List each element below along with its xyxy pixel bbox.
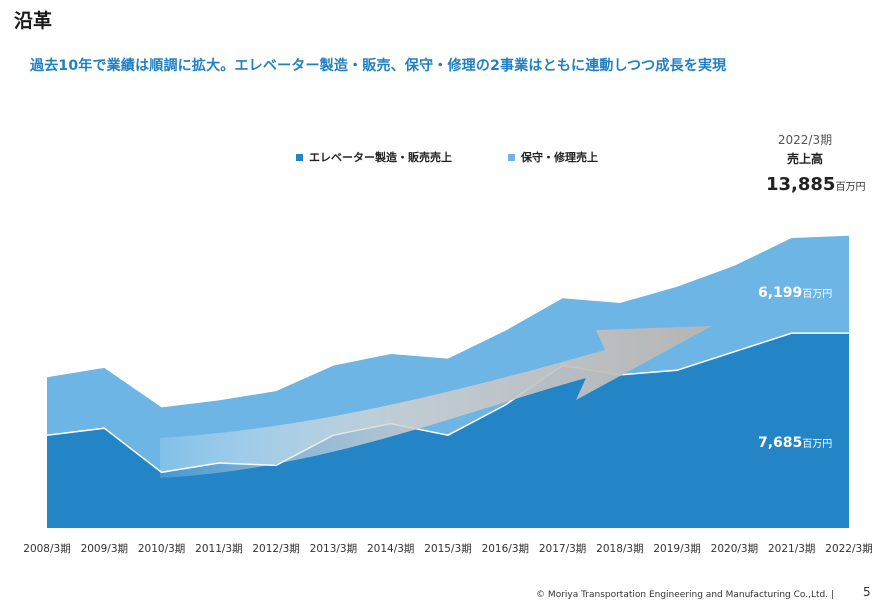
x-tick-label: 2016/3期 xyxy=(482,543,529,555)
page-title: 沿革 xyxy=(14,10,53,32)
manufacturing-sales-value: 7,685百万円 xyxy=(758,432,832,451)
legend-label-manufacturing: エレベーター製造・販売売上 xyxy=(309,151,452,164)
x-tick-label: 2013/3期 xyxy=(310,543,357,555)
x-tick-label: 2019/3期 xyxy=(653,543,700,555)
total-caption-label: 売上高 xyxy=(786,152,823,166)
x-tick-label: 2010/3期 xyxy=(138,543,185,555)
total-period-label: 2022/3期 xyxy=(777,133,833,147)
x-tick-label: 2022/3期 xyxy=(825,543,872,555)
total-sales-value: 13,885百万円 xyxy=(766,174,865,195)
area-manufacturing-sales xyxy=(47,333,849,528)
legend-item-maintenance: 保守・修理売上 xyxy=(508,149,598,165)
trend-arrow xyxy=(160,326,712,478)
x-tick-label: 2020/3期 xyxy=(711,543,758,555)
area-maintenance-sales xyxy=(47,235,849,473)
x-tick-label: 2021/3期 xyxy=(768,543,815,555)
total-sales-unit: 百万円 xyxy=(835,182,866,193)
legend-item-manufacturing: エレベーター製造・販売売上 xyxy=(296,149,452,165)
page-subtitle: 過去10年で業績は順調に拡大。エレベーター製造・販売、保守・修理の2事業はともに… xyxy=(30,58,727,74)
page-number: 5 xyxy=(863,585,871,599)
total-sales-number: 13,885 xyxy=(766,174,836,195)
chart-legend: エレベーター製造・販売売上 保守・修理売上 xyxy=(296,149,598,165)
x-tick-label: 2011/3期 xyxy=(195,543,242,555)
legend-label-maintenance: 保守・修理売上 xyxy=(521,151,598,164)
maintenance-sales-number: 6,199 xyxy=(758,285,803,301)
legend-swatch-maintenance xyxy=(508,153,515,161)
chart-areas xyxy=(46,235,849,528)
x-tick-label: 2014/3期 xyxy=(367,543,414,555)
x-tick-label: 2008/3期 xyxy=(23,543,70,555)
manufacturing-sales-unit: 百万円 xyxy=(802,439,833,450)
x-tick-label: 2018/3期 xyxy=(596,543,643,555)
x-tick-label: 2017/3期 xyxy=(539,543,586,555)
x-tick-label: 2015/3期 xyxy=(424,543,471,555)
x-tick-label: 2012/3期 xyxy=(252,543,299,555)
manufacturing-sales-number: 7,685 xyxy=(758,435,803,451)
legend-swatch-manufacturing xyxy=(296,153,303,161)
x-axis-ticks: 2008/3期 2009/3期 2010/3期 2011/3期 2012/3期 2013/… xyxy=(23,543,872,555)
x-tick-label: 2009/3期 xyxy=(81,543,128,555)
maintenance-sales-unit: 百万円 xyxy=(802,289,833,300)
maintenance-sales-value: 6,199百万円 xyxy=(758,282,832,301)
copyright-footer: © Moriya Transportation Engineering and … xyxy=(536,590,834,600)
